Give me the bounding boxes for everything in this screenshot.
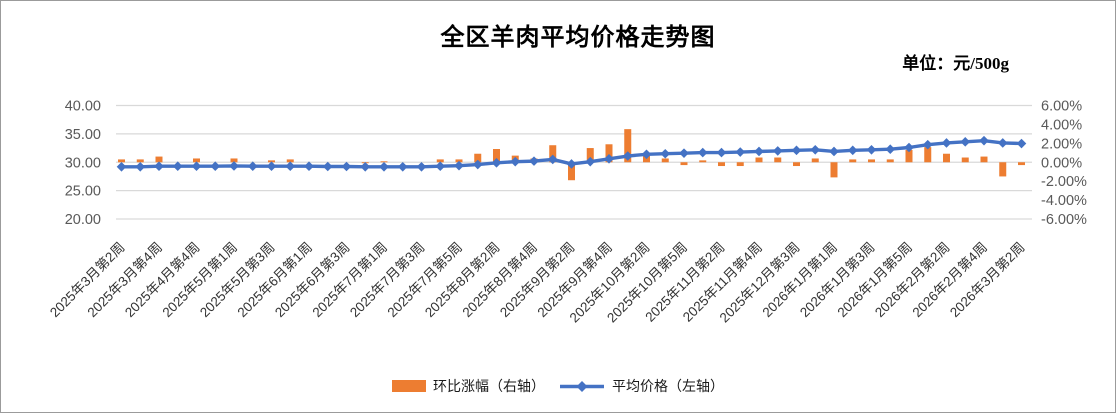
svg-text:20.00: 20.00 — [65, 212, 101, 228]
unit-label: 单位：元/500g — [902, 54, 1009, 73]
svg-text:-6.00%: -6.00% — [1041, 212, 1087, 228]
bar-series-swatch-icon — [392, 380, 426, 392]
line-series-swatch-icon — [560, 380, 604, 392]
chart-title: 全区羊肉平均价格走势图 — [440, 25, 716, 51]
svg-text:-2.00%: -2.00% — [1041, 174, 1087, 190]
svg-text:30.00: 30.00 — [65, 155, 101, 171]
svg-text:4.00%: 4.00% — [1041, 117, 1082, 133]
legend: 环比涨幅（右轴） 平均价格（左轴） — [1, 376, 1115, 396]
svg-text:25.00: 25.00 — [65, 184, 101, 200]
legend-item-bar: 环比涨幅（右轴） — [392, 376, 545, 396]
svg-text:40.00: 40.00 — [65, 99, 101, 115]
svg-text:-4.00%: -4.00% — [1041, 193, 1087, 209]
legend-item-line: 平均价格（左轴） — [559, 376, 724, 396]
svg-text:0.00%: 0.00% — [1041, 155, 1082, 171]
svg-text:35.00: 35.00 — [65, 127, 101, 143]
legend-line-label: 平均价格（左轴） — [612, 378, 724, 394]
svg-text:6.00%: 6.00% — [1041, 99, 1082, 115]
legend-bar-label: 环比涨幅（右轴） — [433, 378, 545, 394]
svg-text:2.00%: 2.00% — [1041, 136, 1082, 152]
